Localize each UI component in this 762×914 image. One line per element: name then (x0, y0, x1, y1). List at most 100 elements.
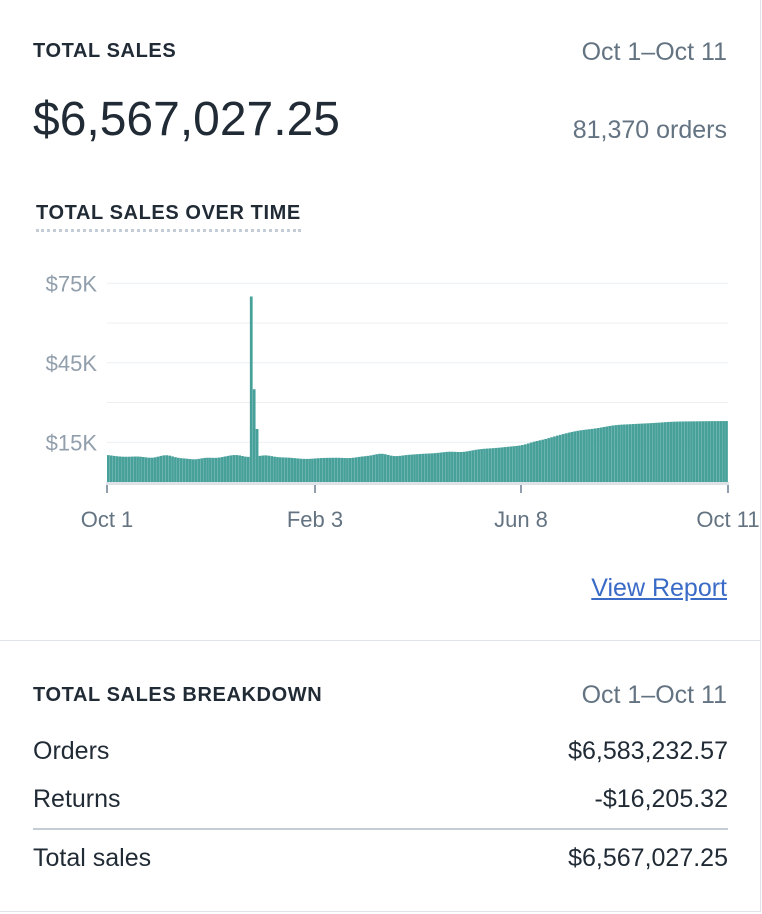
sales-bar (343, 458, 346, 482)
sales-bar (133, 456, 137, 482)
sales-bar (666, 421, 670, 482)
total-sales-card: TOTAL SALES Oct 1–Oct 11 $6,567,027.25 8… (0, 0, 761, 641)
sales-bar (252, 389, 256, 482)
sales-bar (346, 458, 349, 482)
sales-bar (593, 428, 597, 482)
sales-bar (211, 457, 215, 482)
sales-bar (156, 456, 160, 482)
sales-bar (130, 456, 134, 482)
returns-label: Returns (33, 785, 121, 813)
sales-bar (261, 455, 265, 482)
sales-bar (305, 458, 309, 482)
sales-bar (462, 451, 466, 482)
sales-bar (477, 449, 481, 482)
sales-bar (209, 457, 212, 482)
sales-bar (124, 456, 128, 482)
total-sales-amount: $6,567,027.25 (33, 93, 340, 146)
sales-bar (369, 455, 373, 482)
sales-bar (255, 429, 259, 482)
sales-bar (512, 446, 516, 482)
sales-bar (590, 428, 594, 482)
sales-bar (640, 423, 644, 482)
sales-bar (529, 442, 533, 482)
sales-bar (655, 422, 658, 482)
sales-bar (433, 453, 437, 482)
sales-bar (357, 456, 361, 482)
sales-bar (646, 423, 650, 482)
sales-bar (249, 296, 253, 482)
sales-bar (334, 457, 338, 482)
sales-bar (360, 456, 364, 482)
sales-bar (340, 457, 344, 482)
sales-bar (319, 458, 323, 482)
sales-bar (395, 456, 399, 482)
sales-over-time-heading[interactable]: TOTAL SALES OVER TIME (36, 202, 301, 232)
x-axis-line (106, 482, 729, 485)
sales-bar (223, 456, 227, 482)
sales-bar (582, 429, 585, 482)
sales-bar (611, 425, 615, 482)
total-sales-label: Total sales (33, 844, 152, 872)
sales-bar (159, 455, 163, 482)
sales-bar (279, 457, 282, 482)
sales-bar (722, 421, 725, 482)
sales-bar (229, 455, 233, 482)
x-tick-label: Jun 8 (494, 507, 548, 532)
sales-bar (486, 448, 489, 482)
sales-bar (418, 453, 422, 482)
sales-bar (407, 454, 411, 482)
sales-bar (713, 421, 717, 482)
sales-bar (631, 424, 635, 482)
sales-bar (625, 424, 629, 482)
sales-bar (293, 458, 297, 482)
total-sales-value: $6,567,027.25 (568, 844, 728, 872)
sales-bar (719, 421, 723, 482)
sales-bar (687, 421, 690, 482)
sales-bar (451, 451, 454, 482)
view-report-link[interactable]: View Report (591, 574, 727, 602)
sales-bar (643, 423, 647, 482)
date-range: Oct 1–Oct 11 (581, 38, 727, 66)
sales-bar (147, 457, 151, 482)
sales-bar (322, 457, 326, 482)
sales-bar (701, 421, 705, 482)
sales-bar (203, 457, 206, 482)
sales-bar (698, 421, 702, 482)
sales-bar (383, 454, 387, 482)
sales-bar (544, 438, 548, 482)
sales-bar (328, 457, 332, 482)
sales-bar (599, 427, 603, 482)
sales-bar (567, 432, 571, 482)
sales-bar (623, 424, 626, 482)
sales-bar (258, 455, 262, 482)
sales-bar (144, 457, 148, 482)
sales-bar (112, 455, 116, 482)
sales-bar (710, 421, 714, 482)
sales-bar (308, 458, 311, 482)
sales-bar (404, 455, 408, 482)
sales-bar (375, 454, 378, 482)
sales-bar (217, 457, 221, 482)
sales-bar (168, 455, 171, 482)
sales-bar (325, 457, 329, 482)
sales-bar (127, 456, 131, 482)
sales-bar (235, 455, 239, 482)
sales-bar (348, 458, 352, 482)
sales-bar (614, 425, 618, 482)
sales-bar (270, 456, 274, 482)
sales-bar (480, 449, 483, 482)
sales-bar (337, 457, 341, 482)
sales-bar (246, 456, 250, 482)
sales-bar (410, 454, 413, 482)
sales-over-time-chart[interactable]: $75K $45K $15K Oct 1 Feb 3 Jun 8 Oct 11 (0, 250, 762, 540)
sales-bar (649, 423, 653, 482)
sales-bar (672, 421, 676, 482)
sales-bar (185, 458, 189, 482)
sales-bar (573, 431, 577, 482)
sales-bar (427, 453, 431, 482)
returns-value: -$16,205.32 (594, 785, 728, 813)
sales-bar (541, 439, 545, 482)
sales-bar (354, 457, 358, 482)
sales-bar (264, 455, 268, 482)
sales-bar (576, 430, 580, 482)
